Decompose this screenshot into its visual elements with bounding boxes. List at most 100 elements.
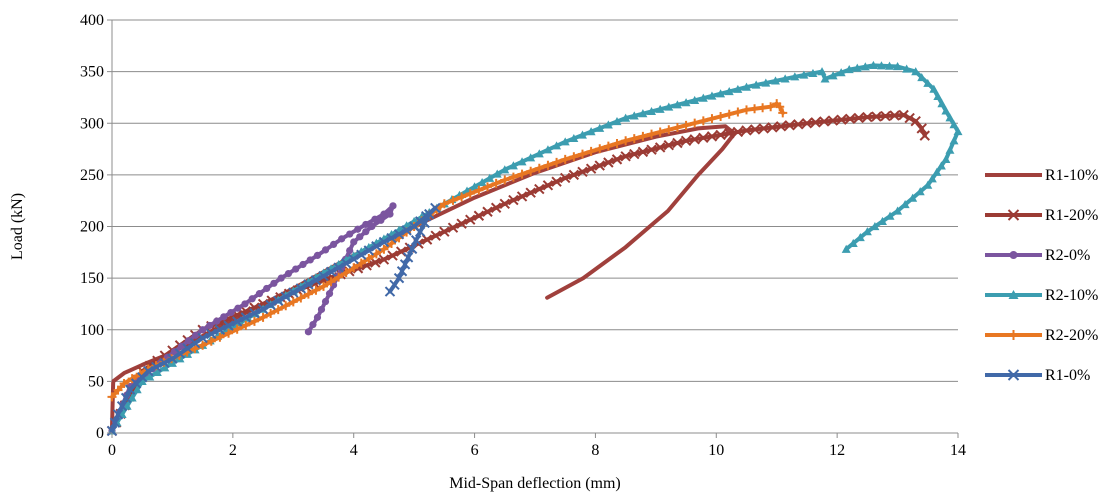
data-point — [885, 211, 895, 220]
data-point — [949, 120, 959, 129]
data-point — [801, 118, 813, 129]
data-point — [1009, 251, 1018, 259]
data-point — [389, 202, 397, 210]
data-point — [923, 78, 933, 87]
data-point — [916, 123, 927, 134]
data-point — [647, 106, 657, 116]
data-point — [586, 127, 596, 136]
data-point — [706, 131, 718, 142]
data-point — [284, 269, 293, 278]
data-point — [137, 376, 147, 385]
data-point — [380, 210, 388, 218]
data-point — [698, 116, 708, 126]
data-point — [664, 102, 674, 111]
data-point — [681, 120, 691, 130]
data-point — [672, 123, 682, 133]
data-point — [249, 316, 259, 326]
data-point — [880, 110, 891, 122]
data-point — [310, 274, 322, 286]
data-point — [603, 120, 613, 129]
data-point — [159, 357, 170, 368]
data-point — [483, 182, 493, 192]
data-point — [698, 132, 709, 144]
data-point — [255, 290, 264, 298]
data-point — [629, 134, 639, 144]
data-point — [232, 324, 242, 334]
data-point — [389, 279, 400, 291]
data-point — [953, 127, 963, 136]
data-point — [900, 200, 910, 209]
data-point — [304, 328, 312, 336]
series-R2-10% — [107, 60, 963, 435]
data-point — [638, 131, 648, 141]
data-point — [611, 154, 623, 165]
data-point — [766, 102, 776, 112]
data-point — [112, 409, 124, 420]
data-point — [568, 169, 580, 181]
data-point — [862, 227, 872, 236]
y-tick-label: 100 — [80, 322, 104, 339]
data-point — [733, 84, 743, 93]
data-point — [534, 163, 544, 173]
data-point — [646, 144, 657, 155]
data-point — [860, 62, 870, 71]
x-tick-label: 14 — [950, 442, 966, 459]
data-point — [303, 279, 314, 290]
data-point — [690, 95, 700, 104]
data-point — [439, 226, 450, 237]
data-point — [698, 93, 708, 102]
data-point — [292, 265, 300, 273]
data-point — [621, 136, 631, 146]
data-point — [707, 114, 717, 124]
data-point — [621, 113, 631, 122]
data-point — [107, 392, 117, 402]
data-point — [258, 312, 268, 322]
data-point — [473, 210, 485, 221]
data-point — [447, 222, 459, 233]
data-point — [793, 119, 804, 130]
data-point — [206, 321, 214, 330]
data-point — [346, 230, 354, 238]
data-point — [937, 99, 947, 108]
data-point — [817, 67, 827, 76]
data-point — [841, 244, 851, 253]
data-point — [257, 303, 269, 315]
data-point — [915, 187, 925, 196]
data-point — [214, 324, 226, 335]
data-point — [490, 202, 502, 213]
legend-label: R2-20% — [1045, 327, 1098, 344]
gridlines — [112, 19, 958, 434]
data-point — [543, 145, 553, 154]
data-point — [742, 82, 751, 91]
data-point — [334, 272, 344, 282]
data-point — [908, 193, 918, 202]
data-point — [499, 198, 510, 209]
data-point — [492, 169, 502, 178]
data-point — [240, 312, 252, 323]
data-point — [655, 127, 665, 137]
data-point — [500, 165, 510, 174]
data-point — [724, 109, 734, 119]
data-point — [517, 169, 527, 179]
y-tick-label: 250 — [80, 167, 104, 184]
data-point — [272, 295, 284, 307]
data-point — [751, 80, 761, 89]
data-point — [198, 340, 208, 350]
data-point — [378, 254, 390, 265]
data-point — [318, 270, 329, 282]
data-point — [733, 107, 743, 117]
data-point — [923, 180, 933, 189]
data-point — [904, 112, 915, 124]
data-point — [1008, 290, 1019, 299]
data-point — [534, 183, 545, 195]
data-point — [116, 400, 128, 412]
data-point — [223, 320, 234, 331]
data-point — [277, 274, 285, 282]
data-point — [338, 235, 346, 243]
data-point — [808, 68, 818, 77]
data-point — [296, 293, 306, 303]
series-line — [110, 101, 785, 399]
data-point — [491, 178, 501, 188]
data-point — [771, 76, 781, 85]
data-point — [862, 111, 873, 123]
